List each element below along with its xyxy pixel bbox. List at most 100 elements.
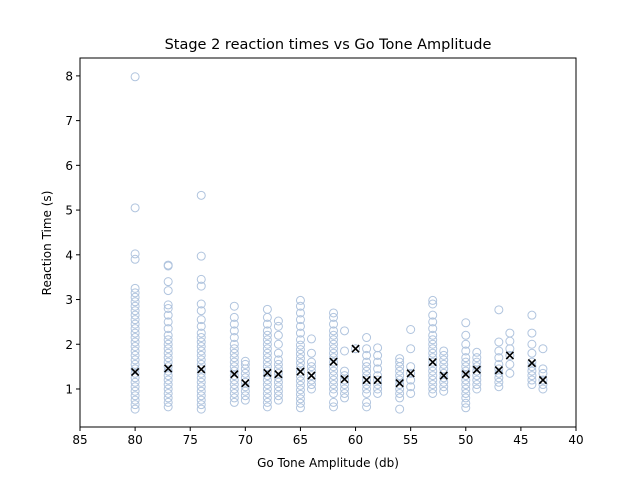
mean-marker-stroke bbox=[395, 379, 404, 388]
data-point bbox=[461, 318, 471, 328]
data-point bbox=[428, 335, 438, 345]
data-point bbox=[262, 393, 272, 403]
data-point bbox=[373, 357, 383, 367]
data-point bbox=[395, 380, 405, 390]
data-point bbox=[362, 384, 372, 394]
mean-marker bbox=[340, 374, 349, 384]
mean-marker bbox=[428, 357, 437, 367]
data-point bbox=[461, 330, 471, 340]
data-point bbox=[362, 388, 372, 398]
data-point bbox=[229, 312, 239, 322]
data-point bbox=[329, 330, 339, 340]
data-point bbox=[329, 366, 339, 376]
data-point bbox=[406, 362, 416, 372]
data-point bbox=[130, 341, 140, 351]
data-point bbox=[196, 391, 206, 401]
data-point bbox=[428, 299, 438, 309]
data-point bbox=[295, 367, 305, 377]
data-point bbox=[262, 362, 272, 372]
data-point bbox=[329, 326, 339, 336]
data-point bbox=[163, 344, 173, 354]
data-point bbox=[362, 350, 372, 360]
data-point bbox=[196, 373, 206, 383]
x-tick-label: 40 bbox=[568, 433, 583, 447]
data-point bbox=[494, 337, 504, 347]
data-point bbox=[273, 382, 283, 392]
data-point bbox=[329, 319, 339, 329]
mean-marker-stroke bbox=[461, 370, 470, 379]
data-point bbox=[229, 353, 239, 363]
data-point bbox=[351, 344, 361, 354]
data-point bbox=[306, 334, 316, 344]
data-point bbox=[262, 330, 272, 340]
data-point bbox=[527, 339, 537, 349]
data-point bbox=[527, 371, 537, 381]
data-point bbox=[273, 391, 283, 401]
data-point bbox=[163, 339, 173, 349]
mean-marker-stroke bbox=[406, 369, 415, 378]
mean-marker-stroke bbox=[439, 371, 448, 380]
data-point bbox=[439, 368, 449, 378]
x-tick-label: 60 bbox=[348, 433, 363, 447]
data-point bbox=[196, 333, 206, 343]
data-point bbox=[273, 339, 283, 349]
data-point bbox=[240, 368, 250, 378]
data-point bbox=[163, 362, 173, 372]
data-point bbox=[163, 380, 173, 390]
data-point bbox=[196, 251, 206, 261]
data-point bbox=[340, 375, 350, 385]
data-point bbox=[538, 375, 548, 385]
data-point bbox=[196, 190, 206, 200]
mean-marker-stroke bbox=[472, 365, 481, 374]
data-point bbox=[428, 375, 438, 385]
data-point bbox=[262, 319, 272, 329]
data-point bbox=[130, 350, 140, 360]
mean-marker bbox=[307, 371, 316, 380]
data-point bbox=[273, 395, 283, 405]
data-point bbox=[472, 375, 482, 385]
data-point bbox=[395, 404, 405, 414]
mean-marker bbox=[362, 375, 371, 385]
data-point bbox=[340, 388, 350, 398]
data-point bbox=[373, 388, 383, 398]
data-point bbox=[329, 339, 339, 349]
data-point bbox=[262, 348, 272, 358]
data-point bbox=[196, 306, 206, 316]
data-point bbox=[295, 340, 305, 350]
data-point bbox=[395, 393, 405, 403]
chart-title: Stage 2 reaction times vs Go Tone Amplit… bbox=[165, 37, 492, 53]
data-point bbox=[461, 357, 471, 367]
data-point bbox=[461, 362, 471, 372]
data-point bbox=[461, 398, 471, 408]
data-point bbox=[229, 326, 239, 336]
data-point bbox=[130, 324, 140, 334]
data-point bbox=[229, 388, 239, 398]
mean-marker-stroke bbox=[351, 344, 360, 353]
data-point bbox=[163, 317, 173, 327]
mean-markers bbox=[130, 344, 548, 388]
data-point bbox=[494, 377, 504, 387]
data-point bbox=[130, 395, 140, 405]
data-point bbox=[196, 350, 206, 360]
y-tick-label: 3 bbox=[65, 293, 73, 307]
y-tick-label: 2 bbox=[65, 338, 73, 352]
x-tick-label: 70 bbox=[238, 433, 253, 447]
data-point bbox=[262, 371, 272, 381]
data-point bbox=[273, 316, 283, 326]
data-point bbox=[262, 339, 272, 349]
data-point bbox=[428, 310, 438, 320]
data-point bbox=[329, 348, 339, 358]
data-point bbox=[494, 364, 504, 374]
mean-marker bbox=[164, 364, 173, 373]
data-point bbox=[295, 380, 305, 390]
data-point bbox=[494, 346, 504, 356]
x-axis: 85 80 75 70 65 60 55 50 45 40 bbox=[72, 427, 584, 447]
data-point bbox=[240, 359, 250, 369]
data-point bbox=[262, 380, 272, 390]
data-point bbox=[295, 354, 305, 364]
data-point bbox=[262, 357, 272, 367]
data-point bbox=[362, 362, 372, 372]
data-point bbox=[527, 357, 537, 367]
data-point bbox=[229, 384, 239, 394]
data-point bbox=[329, 344, 339, 354]
